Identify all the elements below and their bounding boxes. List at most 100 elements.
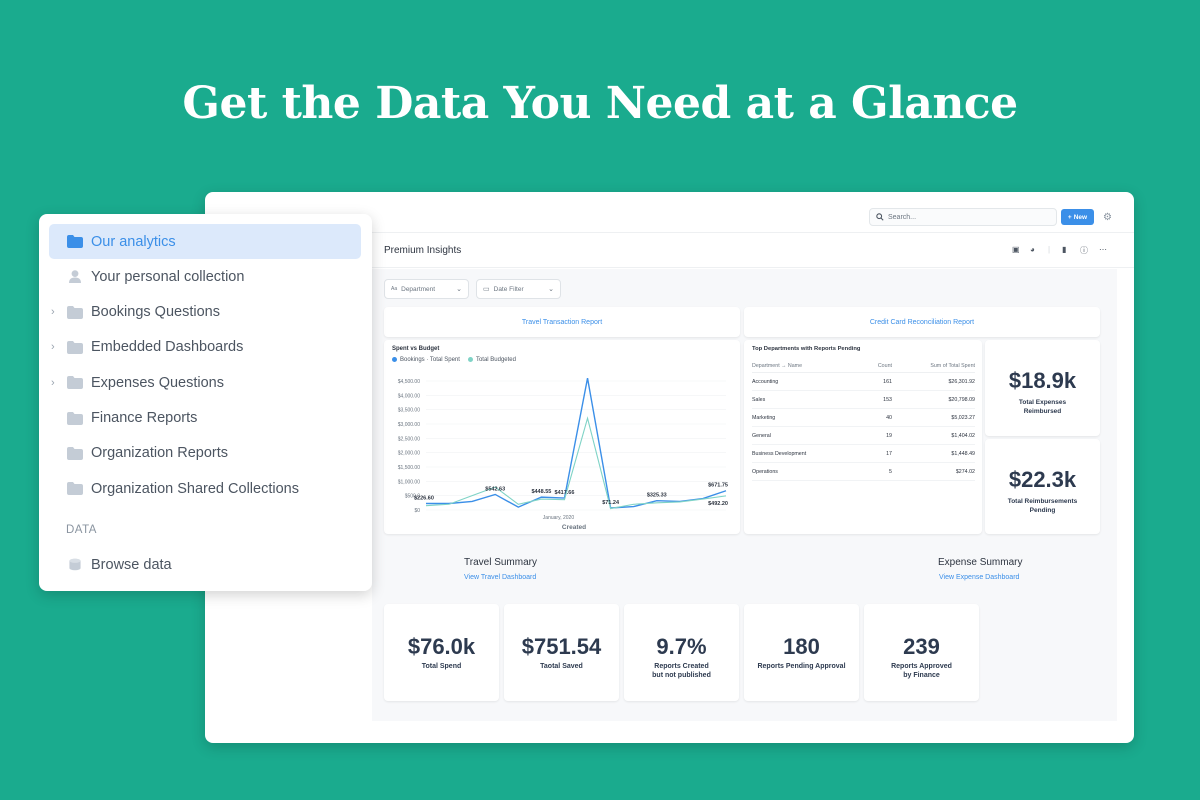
sidebar-item-label: Expenses Questions <box>91 374 224 391</box>
series-line-total-budgeted <box>425 416 727 510</box>
sidebar-item-browse-data[interactable]: Browse data <box>49 547 361 582</box>
table-row[interactable]: Operations 5 $274.02 <box>752 462 975 481</box>
sidebar-item-label: Bookings Questions <box>91 304 220 321</box>
data-label: $417.66 <box>555 490 575 496</box>
table-header-row: Department → Name Count Sum of Total Spe… <box>752 360 975 373</box>
count-cell: 153 <box>862 390 892 409</box>
table-row[interactable]: Sales 153 $20,798.09 <box>752 390 975 409</box>
bookmark-icon[interactable]: ▮ <box>1062 245 1067 254</box>
travel-report-link[interactable]: Travel Transaction Report <box>384 307 740 337</box>
sidebar-item-organization-shared-collections[interactable]: Organization Shared Collections <box>49 471 361 506</box>
count-cell: 161 <box>862 372 892 391</box>
legend-item-spent[interactable]: Bookings · Total Spent <box>392 357 460 363</box>
chevron-right-icon[interactable]: › <box>51 341 55 354</box>
metric-value: $18.9k <box>1008 368 1077 393</box>
y-tick-label: $1,000.00 <box>398 479 420 485</box>
column-header[interactable]: Sum of Total Spent <box>892 360 975 373</box>
metric-card: 9.7% Reports Created but not published <box>624 604 739 701</box>
chart-title: Spent vs Budget <box>392 346 440 352</box>
table-title: Top Departments with Reports Pending <box>752 346 861 352</box>
table-row[interactable]: Marketing 40 $5,023.27 <box>752 408 975 427</box>
dashboard-canvas: Aa Department ⌄ ▭ Date Filter ⌄ Travel T… <box>372 269 1117 721</box>
folder-icon <box>67 305 83 319</box>
count-cell: 40 <box>862 408 892 427</box>
sidebar-item-our-analytics[interactable]: Our analytics <box>49 224 361 259</box>
column-header[interactable]: Count <box>862 360 892 373</box>
sidebar-item-expenses-questions[interactable]: › Expenses Questions <box>49 365 361 400</box>
sidebar-item-label: Organization Reports <box>91 445 229 462</box>
sum-cell: $1,448.49 <box>892 444 975 463</box>
y-tick-label: $2,500.00 <box>398 436 420 442</box>
legend-label: Total Budgeted <box>475 357 516 364</box>
metric-label: Pending <box>1029 507 1056 514</box>
sidebar-item-label: Finance Reports <box>91 410 198 426</box>
metric-label: but not published <box>652 672 711 679</box>
metric-card: $751.54 Taotal Saved <box>504 604 619 701</box>
sidebar-item-embedded-dashboards[interactable]: › Embedded Dashboards <box>49 330 361 365</box>
y-tick-label: $3,000.00 <box>398 422 420 428</box>
sidebar-item-label: Embedded Dashboards <box>91 339 244 356</box>
search-placeholder: Search... <box>888 213 917 221</box>
chevron-right-icon[interactable]: › <box>51 376 55 389</box>
expense-dashboard-link[interactable]: View Expense Dashboard <box>939 574 1020 581</box>
metric-value: $76.0k <box>407 634 476 659</box>
search-icon <box>876 213 884 221</box>
legend-label: Bookings · Total Spent <box>400 357 460 364</box>
table-row[interactable]: Accounting 161 $26,301.92 <box>752 372 975 391</box>
more-icon[interactable]: ⋯ <box>1099 245 1107 254</box>
data-label: $542.63 <box>485 486 505 492</box>
y-tick-label: $2,000.00 <box>398 451 420 457</box>
sidebar-item-bookings-questions[interactable]: › Bookings Questions <box>49 295 361 330</box>
count-cell: 17 <box>862 444 892 463</box>
chevron-right-icon[interactable]: › <box>51 306 55 319</box>
table-row[interactable]: General 19 $1,404.02 <box>752 426 975 445</box>
credit-card-report-link[interactable]: Credit Card Reconciliation Report <box>744 307 1100 337</box>
metric-card-reimbursements-pending: $22.3k Total Reimbursements Pending <box>985 439 1100 534</box>
legend-dot <box>467 357 473 362</box>
travel-dashboard-link[interactable]: View Travel Dashboard <box>464 574 537 581</box>
info-icon[interactable]: ⓘ <box>1080 246 1088 255</box>
line-chart: $4,500.00 $4,000.00 $3,500.00 $3,000.00 $2,5… <box>398 378 728 531</box>
folder-icon <box>67 340 83 354</box>
text-type-icon: Aa <box>391 286 398 292</box>
headline: Get the Data You Need at a Glance <box>182 78 1018 129</box>
metric-value: $751.54 <box>521 634 602 659</box>
column-header[interactable]: Department → Name <box>752 360 862 373</box>
divider: | <box>1048 245 1051 254</box>
sidebar-item-label: Organization Shared Collections <box>91 480 299 497</box>
page-title: Premium Insights <box>384 245 462 256</box>
search-input[interactable]: Search... <box>869 208 1057 226</box>
gear-icon[interactable]: ⚙ <box>1103 212 1112 223</box>
sidebar-item-your-personal-collection[interactable]: Your personal collection <box>49 259 361 294</box>
legend-item-budget[interactable]: Total Budgeted <box>467 357 516 364</box>
person-icon <box>69 270 81 284</box>
departments-table: Department → Name Count Sum of Total Spe… <box>752 360 975 481</box>
table-row[interactable]: Business Development 17 $1,448.49 <box>752 444 975 463</box>
metric-label: Reports Approved <box>891 663 952 670</box>
sidebar-item-label: Your personal collection <box>91 268 245 285</box>
sidebar-item-label: Browse data <box>91 556 172 573</box>
sum-cell: $26,301.92 <box>892 372 975 391</box>
folder-icon <box>67 482 83 496</box>
new-button[interactable]: + New <box>1061 209 1094 225</box>
y-tick-label: $4,500.00 <box>398 379 420 385</box>
metric-label: Reports Pending Approval <box>757 663 846 670</box>
count-cell: 5 <box>862 462 892 481</box>
metric-value: $22.3k <box>1008 467 1077 492</box>
date-filter[interactable]: ▭ Date Filter ⌄ <box>476 279 561 299</box>
clock-icon[interactable]: ◕ <box>1030 245 1035 254</box>
sidebar-item-finance-reports[interactable]: Finance Reports <box>49 401 361 436</box>
data-label: $671.75 <box>708 483 728 489</box>
series-line-total-spent <box>426 378 727 509</box>
section-title-travel: Travel Summary <box>464 557 537 568</box>
metric-label: Total Spend <box>421 663 462 670</box>
department-filter[interactable]: Aa Department ⌄ <box>384 279 469 299</box>
folder-icon <box>67 376 83 390</box>
folder-icon <box>67 235 83 248</box>
link-label: Travel Transaction Report <box>521 318 603 326</box>
sum-cell: $5,023.27 <box>892 408 975 427</box>
dashboard-header: Premium Insights ▣ ◕ | ▮ ⓘ ⋯ <box>372 232 1134 268</box>
calendar-icon[interactable]: ▣ <box>1012 245 1020 254</box>
chevron-down-icon: ⌄ <box>456 286 462 293</box>
sidebar-item-organization-reports[interactable]: Organization Reports <box>49 436 361 471</box>
